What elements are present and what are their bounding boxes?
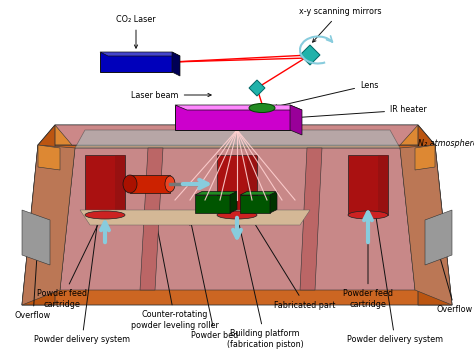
Ellipse shape bbox=[85, 211, 125, 219]
Polygon shape bbox=[400, 145, 452, 305]
Polygon shape bbox=[270, 192, 277, 213]
Polygon shape bbox=[100, 52, 180, 56]
Polygon shape bbox=[175, 105, 302, 110]
Ellipse shape bbox=[249, 104, 275, 112]
Ellipse shape bbox=[123, 175, 137, 193]
Text: Laser beam: Laser beam bbox=[131, 90, 211, 99]
Polygon shape bbox=[60, 148, 415, 290]
Text: Powder delivery system: Powder delivery system bbox=[347, 169, 443, 344]
Text: Powder feed
cartridge: Powder feed cartridge bbox=[343, 214, 393, 309]
Text: Overflow: Overflow bbox=[15, 244, 51, 320]
Text: Building platform
(fabrication piston): Building platform (fabrication piston) bbox=[227, 219, 303, 349]
Polygon shape bbox=[249, 80, 265, 96]
Bar bbox=[217, 155, 257, 215]
Bar bbox=[130, 175, 170, 193]
Polygon shape bbox=[195, 192, 237, 195]
Bar bbox=[240, 195, 270, 213]
Polygon shape bbox=[300, 45, 320, 65]
Bar bbox=[100, 52, 172, 72]
Text: Fabricated part: Fabricated part bbox=[239, 198, 336, 310]
Text: Overflow: Overflow bbox=[436, 244, 473, 314]
Polygon shape bbox=[240, 192, 277, 195]
Polygon shape bbox=[22, 145, 452, 305]
Text: Lens: Lens bbox=[274, 81, 378, 108]
Polygon shape bbox=[55, 125, 418, 145]
Polygon shape bbox=[172, 52, 180, 76]
Polygon shape bbox=[22, 145, 75, 305]
Polygon shape bbox=[290, 105, 302, 135]
Polygon shape bbox=[22, 210, 50, 265]
Text: IR heater: IR heater bbox=[294, 105, 427, 119]
Bar bbox=[348, 155, 388, 215]
Text: Powder feed
cartridge: Powder feed cartridge bbox=[37, 214, 103, 309]
Ellipse shape bbox=[217, 211, 257, 219]
Bar bbox=[85, 155, 125, 215]
Polygon shape bbox=[415, 145, 435, 170]
Text: Powder bed: Powder bed bbox=[190, 222, 238, 341]
Polygon shape bbox=[300, 148, 322, 290]
Polygon shape bbox=[22, 125, 55, 305]
Polygon shape bbox=[38, 145, 60, 170]
Polygon shape bbox=[230, 192, 237, 213]
Polygon shape bbox=[425, 210, 452, 265]
Text: x-y scanning mirrors: x-y scanning mirrors bbox=[299, 7, 381, 42]
Bar bbox=[378, 155, 388, 215]
Bar bbox=[195, 195, 230, 213]
Bar bbox=[175, 105, 290, 130]
Polygon shape bbox=[140, 148, 163, 290]
Bar bbox=[247, 155, 257, 215]
Text: Powder delivery system: Powder delivery system bbox=[34, 169, 130, 344]
Text: N₂ atmosphere: N₂ atmosphere bbox=[418, 139, 474, 148]
Polygon shape bbox=[80, 210, 310, 225]
Ellipse shape bbox=[165, 176, 175, 192]
Text: CO₂ Laser: CO₂ Laser bbox=[116, 15, 156, 48]
Polygon shape bbox=[75, 130, 400, 148]
Polygon shape bbox=[418, 125, 452, 305]
Ellipse shape bbox=[348, 211, 388, 219]
Bar bbox=[115, 155, 125, 215]
Text: Counter-rotating
powder leveling roller: Counter-rotating powder leveling roller bbox=[131, 194, 219, 330]
Polygon shape bbox=[38, 125, 435, 145]
